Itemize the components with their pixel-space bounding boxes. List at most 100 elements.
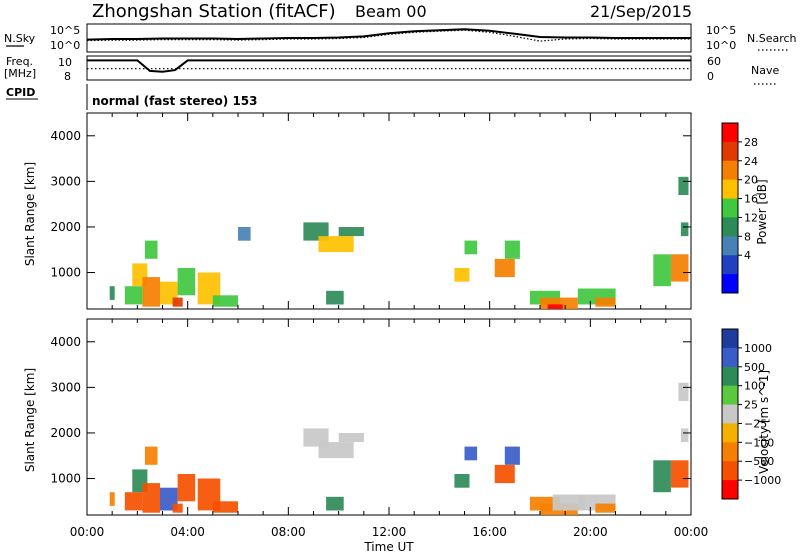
power-cells [109, 176, 689, 309]
beam-label: Beam 00 [355, 2, 427, 21]
colorbar-swatch [722, 366, 738, 387]
data-cell [595, 297, 616, 307]
data-cell [124, 286, 143, 305]
colorbar-frame [721, 328, 739, 500]
data-cell [464, 240, 478, 255]
data-cell [124, 492, 143, 511]
colorbar-swatch [722, 404, 738, 424]
nave-label: Nave [751, 64, 779, 77]
data-cell [318, 236, 354, 253]
velocity-panel: Slant Range [km] 1000 2000 3000 4000 1000 50… [23, 318, 781, 516]
nsearch-tick-high: 10^5 [706, 24, 736, 37]
colorbar-swatch [722, 255, 738, 275]
colorbar-swatch [722, 385, 738, 406]
cpid-label: CPID [6, 86, 35, 99]
time-axis-labels: 00:00 04:00 08:00 12:00 16:00 20:00 00:00 [70, 525, 709, 539]
y-tick-label: 1000 [50, 472, 81, 486]
data-cell [177, 474, 196, 502]
colorbar-tick-label: −1000 [744, 474, 781, 487]
cpid-panel: CPID normal (fast stereo) 153 [6, 84, 258, 110]
nave-tick-high: 60 [707, 55, 721, 68]
colorbar-swatch [722, 141, 738, 162]
colorbar-tick-label: 8 [744, 230, 751, 243]
data-cell [142, 277, 160, 307]
colorbar-tick-label: −25 [744, 417, 767, 430]
colorbar-swatch [722, 461, 738, 481]
noise-panel: N.Sky 10^5 10^0 10^5 10^0 N.Search [4, 23, 797, 53]
data-cell [454, 268, 470, 282]
data-cell [680, 222, 689, 237]
freq-tick-high: 10 [58, 56, 72, 69]
data-cell [172, 297, 183, 307]
data-cell [680, 428, 689, 443]
colorbar-tick-label: −500 [744, 455, 774, 468]
data-cell [303, 428, 329, 447]
colorbar-tick-label: 1000 [744, 342, 772, 355]
colorbar-tick-label: 20 [744, 174, 758, 187]
colorbar-tick-label: 24 [744, 155, 758, 168]
x-tick-label: 00:00 [70, 525, 105, 539]
data-cell [109, 492, 115, 506]
velocity-yticks: 1000 2000 3000 4000 [50, 335, 691, 486]
colorbar-swatch [722, 329, 738, 349]
data-cell [338, 433, 364, 443]
freq-unit-label: [MHz] [4, 67, 36, 80]
power-colorbar: 28 24 20 16 12 8 4 [721, 122, 758, 294]
colorbar-tick-label: 16 [744, 193, 758, 206]
colorbar-swatch [722, 198, 738, 218]
data-cell [678, 382, 689, 401]
nsky-label: N.Sky [4, 32, 36, 45]
nsearch-series-line [86, 29, 691, 42]
nave-tick-low: 0 [707, 70, 714, 83]
colorbar-tick-label: 28 [744, 136, 758, 149]
y-tick-label: 2000 [50, 426, 81, 440]
power-xticks [86, 113, 692, 309]
x-tick-label: 08:00 [271, 525, 306, 539]
data-cell [177, 268, 196, 296]
velocity-colorbar: 1000 500 100 25 −25 −100 −500 −1000 [721, 328, 781, 500]
power-panel: Slant Range [km] 1000 2000 3000 4000 28 24 20… [23, 112, 769, 310]
nsearch-label: N.Search [747, 32, 797, 45]
data-cell [326, 496, 344, 511]
velocity-cells [109, 382, 689, 515]
x-tick-label: 12:00 [372, 525, 407, 539]
x-tick-label: 04:00 [170, 525, 205, 539]
colorbar-swatch [722, 423, 738, 443]
data-cell [552, 494, 586, 511]
data-cell [540, 297, 578, 309]
colorbar-frame [721, 122, 739, 294]
time-axis-title: Time UT [363, 540, 414, 554]
cpid-mode-text: normal (fast stereo) 153 [92, 94, 258, 108]
x-tick-label: 20:00 [573, 525, 608, 539]
data-cell [109, 286, 115, 300]
data-cell [144, 446, 158, 465]
colorbar-swatch [722, 217, 738, 237]
colorbar-tick-label: 4 [744, 249, 751, 262]
data-cell [303, 222, 329, 241]
freq-nave-panel: Freq. [MHz] 10 8 60 0 Nave [4, 55, 779, 85]
data-cell [144, 240, 158, 259]
colorbar-tick-label: 12 [744, 211, 758, 224]
data-cell [318, 442, 354, 459]
data-cell [670, 460, 689, 488]
data-cell [494, 464, 515, 484]
power-colorbar-label: Power [dB] [755, 179, 769, 244]
date-label: 21/Sep/2015 [590, 2, 692, 21]
colorbar-swatch [722, 236, 738, 256]
power-yticks: 1000 2000 3000 4000 [50, 129, 691, 280]
data-cell [504, 240, 520, 259]
colorbar-swatch [722, 480, 738, 500]
data-cell [454, 474, 470, 488]
y-tick-label: 4000 [50, 129, 81, 143]
data-cell [142, 483, 160, 513]
colorbar-tick-label: 100 [744, 380, 765, 393]
data-cell [212, 295, 238, 307]
x-tick-label: 16:00 [472, 525, 507, 539]
x-tick-label: 00:00 [674, 525, 709, 539]
station-title: Zhongshan Station (fitACF) [92, 1, 336, 22]
y-tick-label: 1000 [50, 266, 81, 280]
power-ylabel: Slant Range [km] [23, 162, 37, 266]
y-tick-label: 4000 [50, 335, 81, 349]
velocity-xticks [86, 319, 692, 515]
